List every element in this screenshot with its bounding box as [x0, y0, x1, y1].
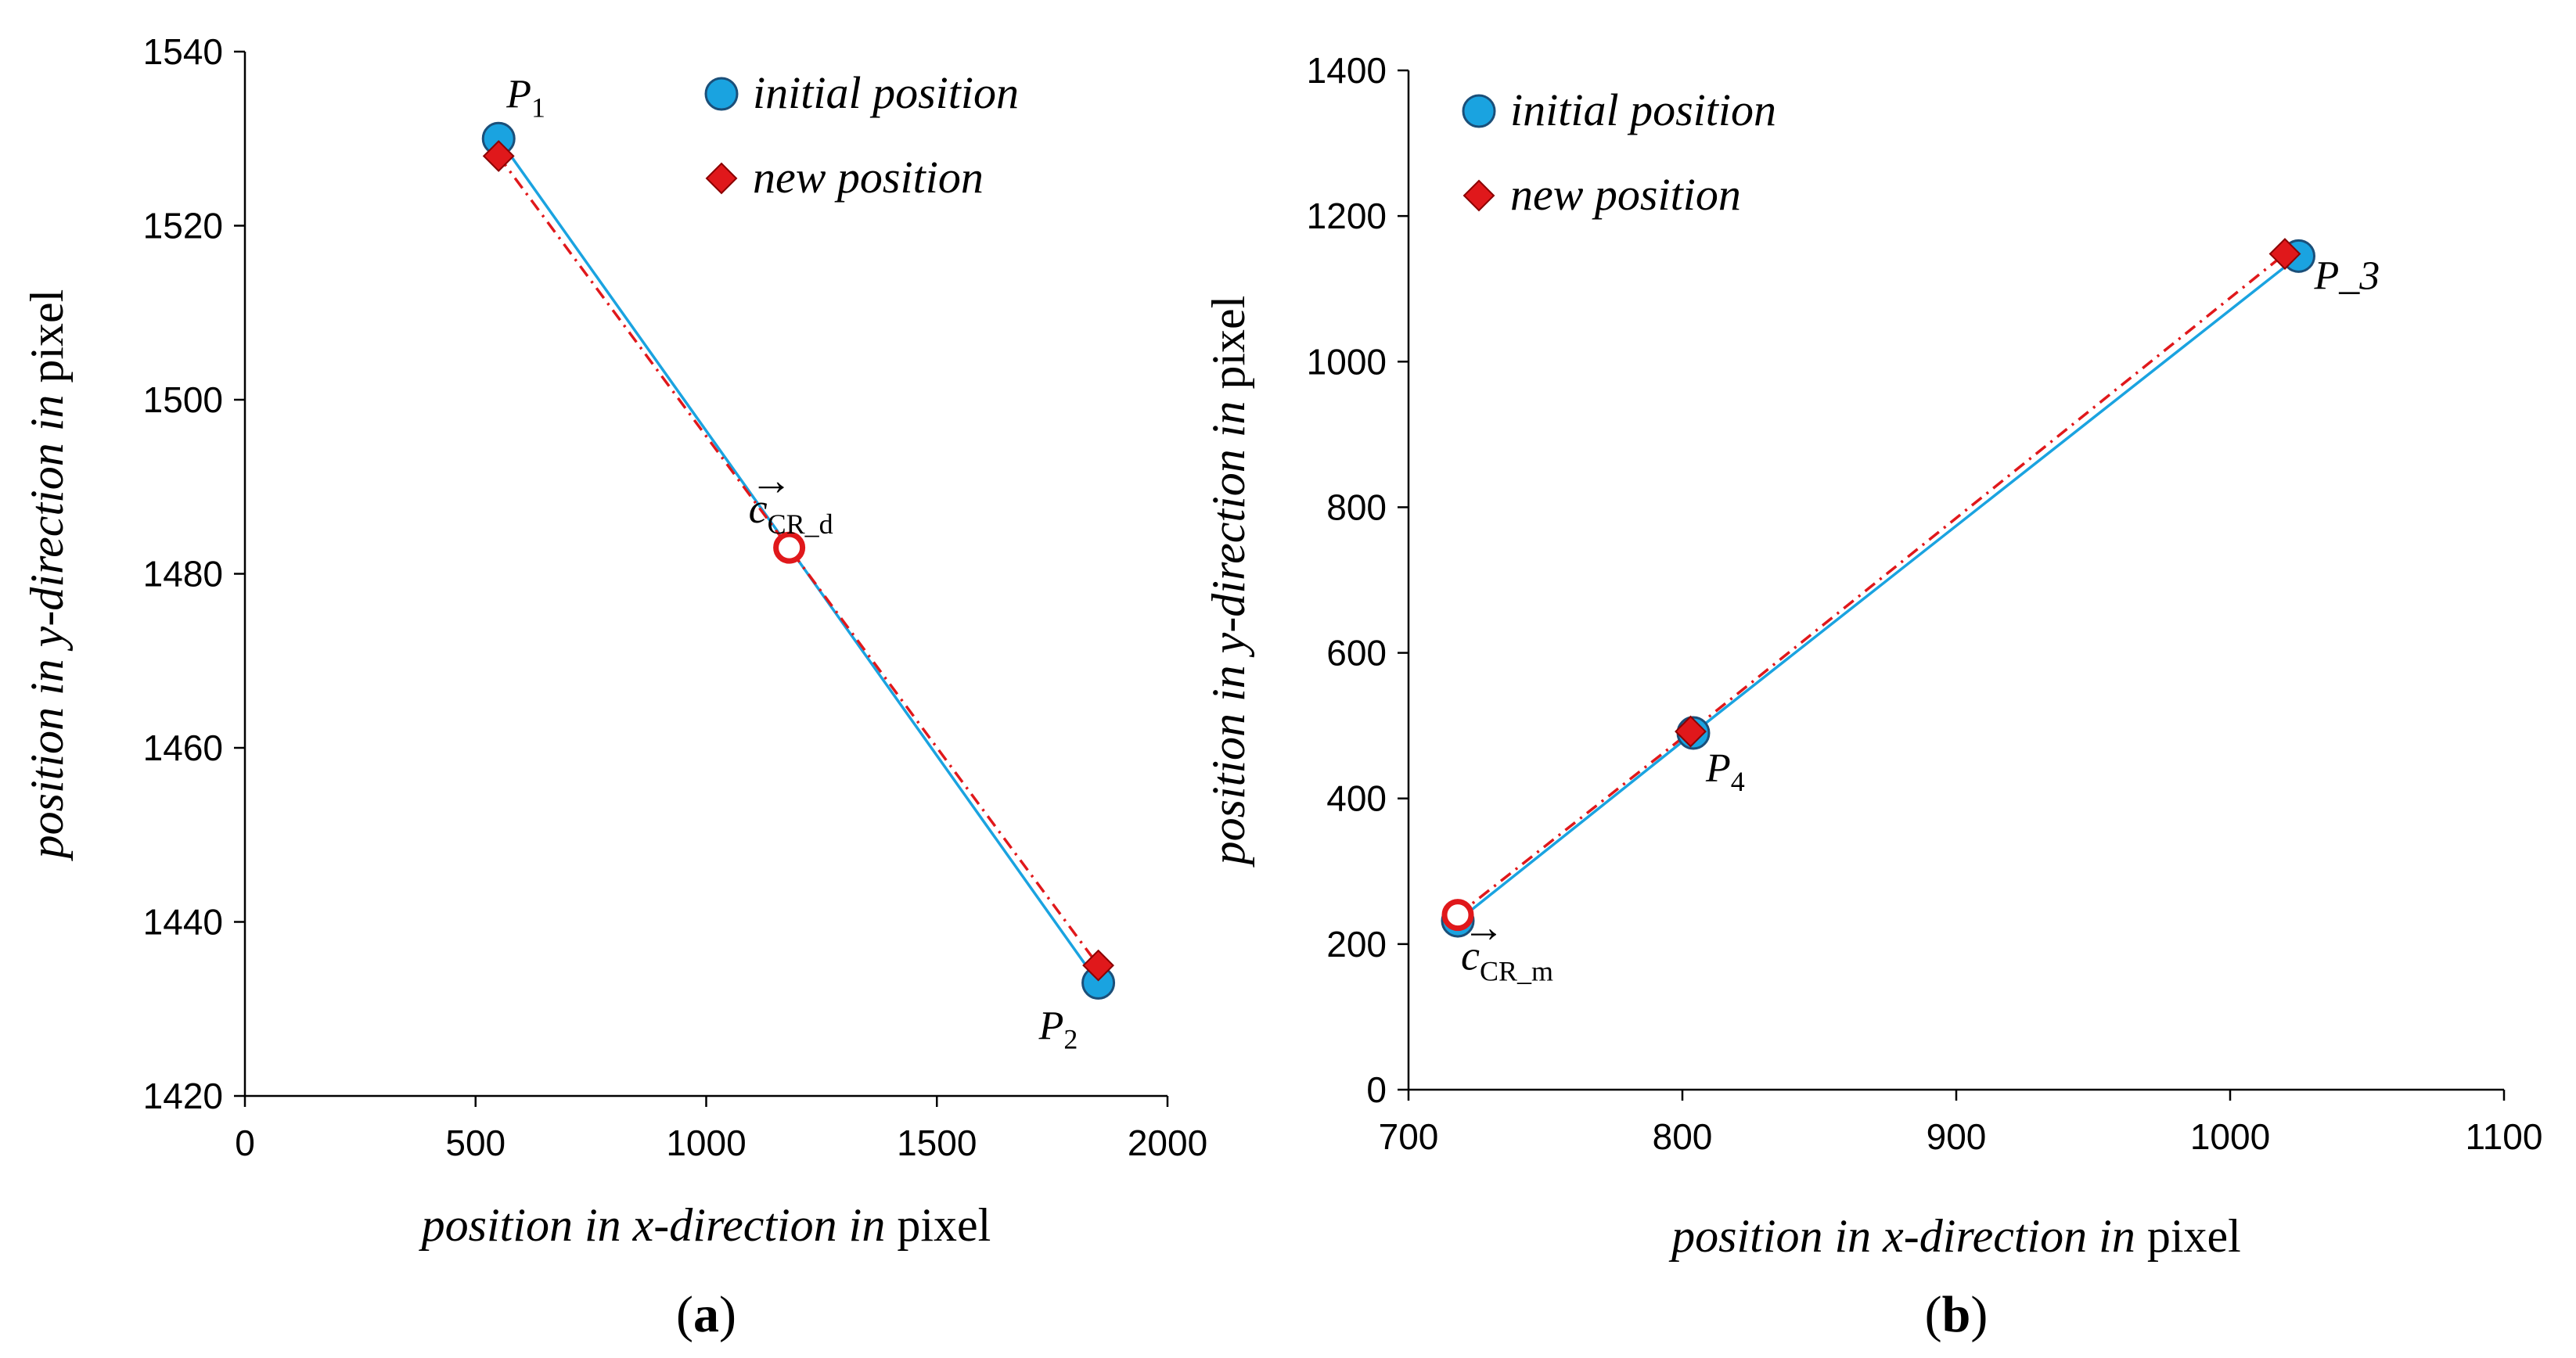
x-tick-label: 500 — [445, 1123, 505, 1163]
center-of-rotation-point — [773, 531, 806, 564]
new-position-line — [1456, 253, 2286, 917]
y-tick-label: 1420 — [143, 1076, 223, 1116]
x-tick-label: 700 — [1379, 1116, 1439, 1157]
vector-arrow-icon: → — [1462, 904, 1505, 951]
point-label: P_3 — [2314, 253, 2380, 298]
x-tick-label: 2000 — [1128, 1123, 1207, 1163]
new-position-point — [1082, 949, 1114, 982]
legend-initial-marker — [704, 77, 739, 111]
center-of-rotation-label: cCR_m — [1461, 932, 1553, 987]
x-tick-label: 0 — [235, 1123, 255, 1163]
y-tick-label: 1440 — [143, 902, 223, 943]
y-axis-title: position in y-direction in pixel — [21, 289, 73, 862]
legend-new-marker — [1462, 179, 1495, 212]
legend-initial-marker — [1462, 94, 1496, 128]
initial-position-line — [1456, 254, 2300, 922]
y-tick-label: 1500 — [143, 379, 223, 420]
center-of-rotation-label: cCR_d — [749, 485, 833, 540]
x-axis-title: position in x-direction in pixel — [1668, 1210, 2241, 1262]
vector-arrow-icon: → — [750, 457, 793, 504]
x-tick-label: 1100 — [2466, 1116, 2543, 1157]
y-tick-label: 1520 — [143, 206, 223, 246]
y-tick-label: 0 — [1366, 1069, 1387, 1110]
point-label: P2 — [1038, 1004, 1078, 1054]
y-tick-label: 800 — [1326, 487, 1387, 527]
y-axis-title: position in y-direction in pixel — [1203, 296, 1254, 868]
center-of-rotation-point — [1441, 899, 1474, 932]
x-axis-title: position in x-direction in pixel — [419, 1199, 991, 1251]
new-position-point — [482, 140, 515, 172]
chart-b: 0 200 400 600 800 1000 1200 1400 700 800 900 1000 11… — [1203, 50, 2542, 1343]
y-tick-label: 600 — [1326, 633, 1387, 674]
y-tick-label: 1200 — [1307, 196, 1387, 236]
y-tick-label: 400 — [1326, 778, 1387, 819]
legend-new-label: new position — [1510, 169, 1741, 220]
legend-initial-label: initial position — [1510, 84, 1776, 135]
x-tick-label: 1000 — [666, 1123, 746, 1163]
y-tick-label: 1400 — [1307, 50, 1387, 91]
x-tick-label: 800 — [1653, 1116, 1713, 1157]
x-tick-label: 900 — [1927, 1116, 1987, 1157]
chart-a: 1420 1440 1460 1480 1500 1520 1540 0 500 1000 1500… — [21, 31, 1207, 1343]
x-tick-label: 1500 — [897, 1123, 977, 1163]
y-tick-label: 1000 — [1307, 341, 1387, 382]
panel-label: (a) — [676, 1286, 736, 1343]
panel-label: (b) — [1925, 1286, 1988, 1343]
legend-new-label: new position — [753, 152, 984, 203]
new-position-point — [1675, 715, 1707, 748]
new-position-point — [2268, 238, 2301, 270]
y-tick-label: 1540 — [143, 31, 223, 72]
legend-new-marker — [705, 162, 738, 195]
point-label: P4 — [1705, 746, 1745, 797]
x-tick-label: 1000 — [2190, 1116, 2270, 1157]
y-tick-label: 200 — [1326, 924, 1387, 965]
point-label: P1 — [505, 72, 545, 123]
y-tick-label: 1480 — [143, 554, 223, 595]
legend-initial-label: initial position — [753, 67, 1019, 118]
y-tick-label: 1460 — [143, 728, 223, 768]
